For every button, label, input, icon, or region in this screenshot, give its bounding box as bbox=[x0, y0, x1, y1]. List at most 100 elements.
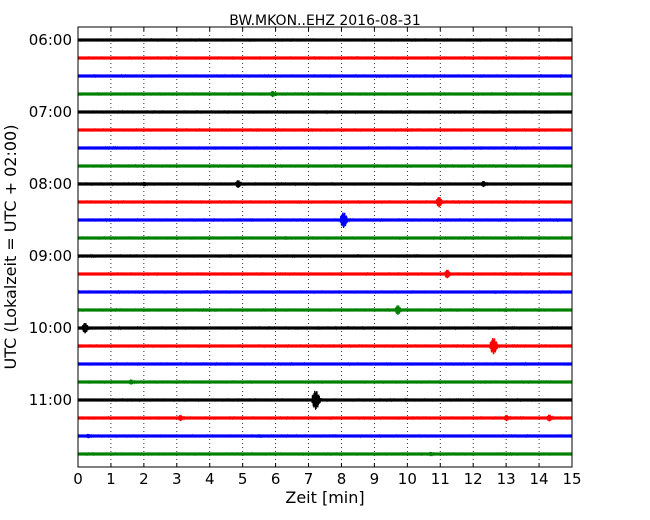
x-tick-label-3: 3 bbox=[172, 470, 182, 488]
plot-frame bbox=[77, 26, 573, 468]
trace-noise bbox=[77, 163, 573, 169]
chart-title: BW.MKON..EHZ 2016-08-31 bbox=[229, 13, 420, 29]
trace-0730 bbox=[77, 145, 573, 151]
trace-noise bbox=[77, 451, 573, 457]
trace-event-0 bbox=[311, 390, 325, 410]
trace-noise bbox=[77, 181, 573, 187]
trace-noise bbox=[77, 217, 573, 223]
trace-1115 bbox=[77, 414, 573, 422]
trace-0845 bbox=[77, 235, 573, 241]
x-tick-label-5: 5 bbox=[238, 470, 248, 488]
trace-0945 bbox=[77, 305, 573, 315]
trace-event-0 bbox=[128, 379, 137, 385]
trace-event-0 bbox=[177, 415, 187, 422]
grid-layer bbox=[110, 27, 540, 467]
trace-noise bbox=[77, 55, 573, 61]
trace-noise bbox=[77, 253, 573, 259]
trace-1100 bbox=[77, 390, 573, 410]
x-tick-label-2: 2 bbox=[139, 470, 149, 488]
x-axis-label: Zeit [min] bbox=[285, 488, 364, 507]
trace-event-0 bbox=[81, 322, 92, 334]
trace-0630 bbox=[77, 73, 573, 79]
y-axis-label: UTC (Lokalzeit = UTC + 02:00) bbox=[1, 125, 20, 370]
trace-noise bbox=[77, 73, 573, 79]
trace-noise bbox=[77, 289, 573, 295]
trace-event-0 bbox=[435, 196, 446, 208]
trace-band bbox=[78, 92, 572, 96]
x-tick-label-9: 9 bbox=[370, 470, 380, 488]
y-tick-label-1: 07:00 bbox=[29, 103, 72, 121]
trace-0900 bbox=[77, 253, 573, 259]
x-tick-label-11: 11 bbox=[431, 470, 450, 488]
trace-event-1 bbox=[503, 415, 513, 422]
trace-0615 bbox=[77, 55, 573, 61]
trace-1000 bbox=[77, 322, 573, 334]
trace-band bbox=[78, 218, 572, 222]
trace-event-1 bbox=[234, 180, 245, 188]
trace-event-1 bbox=[256, 434, 265, 439]
x-tick-label-10: 10 bbox=[398, 470, 417, 488]
trace-event-0 bbox=[85, 433, 94, 439]
trace-1030 bbox=[77, 361, 573, 367]
trace-event-0 bbox=[339, 212, 352, 228]
y-tick-label-2: 08:00 bbox=[29, 175, 72, 193]
trace-band bbox=[78, 38, 572, 42]
trace-noise bbox=[77, 433, 573, 439]
trace-0600 bbox=[77, 37, 573, 43]
trace-0745 bbox=[77, 163, 573, 169]
trace-noise bbox=[77, 109, 573, 115]
trace-noise bbox=[77, 361, 573, 367]
trace-1130 bbox=[77, 433, 573, 439]
y-tick-label-0: 06:00 bbox=[29, 31, 72, 49]
trace-0715 bbox=[77, 127, 573, 133]
x-tick-label-1: 1 bbox=[106, 470, 116, 488]
trace-event-2 bbox=[480, 181, 490, 188]
x-tick-label-6: 6 bbox=[271, 470, 281, 488]
trace-0815 bbox=[77, 196, 573, 208]
trace-event-0 bbox=[427, 451, 437, 457]
trace-layer bbox=[77, 37, 573, 457]
trace-noise bbox=[77, 37, 573, 43]
trace-0915 bbox=[77, 269, 573, 279]
trace-noise bbox=[77, 91, 573, 97]
trace-noise bbox=[77, 235, 573, 241]
trace-event-2 bbox=[546, 414, 556, 422]
trace-1015 bbox=[77, 338, 573, 355]
tick-layer: 0 1 2 3 4 5 6 7 8 9 10 11 12 13 14 1506:0007:0008:0009:… bbox=[29, 27, 582, 488]
trace-band bbox=[78, 290, 572, 294]
trace-noise bbox=[77, 343, 573, 349]
x-tick-label-15: 15 bbox=[562, 470, 581, 488]
trace-event-0 bbox=[141, 181, 150, 187]
trace-1145 bbox=[77, 451, 573, 457]
x-tick-label-8: 8 bbox=[337, 470, 347, 488]
trace-noise bbox=[77, 145, 573, 151]
trace-noise bbox=[77, 379, 573, 385]
y-tick-label-4: 10:00 bbox=[29, 319, 72, 337]
trace-event-0 bbox=[283, 236, 291, 241]
x-tick-label-7: 7 bbox=[304, 470, 314, 488]
trace-0645 bbox=[77, 91, 573, 98]
trace-noise bbox=[77, 271, 573, 277]
x-tick-label-0: 0 bbox=[73, 470, 83, 488]
trace-event-0 bbox=[444, 269, 454, 279]
trace-0930 bbox=[77, 289, 573, 295]
trace-event-0 bbox=[269, 91, 279, 98]
trace-event-0 bbox=[489, 338, 502, 355]
x-tick-label-13: 13 bbox=[497, 470, 516, 488]
trace-noise bbox=[77, 325, 573, 331]
trace-event-0 bbox=[394, 305, 405, 315]
trace-0700 bbox=[77, 109, 573, 115]
y-tick-label-5: 11:00 bbox=[29, 391, 72, 409]
y-tick-label-3: 09:00 bbox=[29, 247, 72, 265]
trace-0830 bbox=[77, 212, 573, 228]
trace-noise bbox=[77, 127, 573, 133]
trace-noise bbox=[77, 415, 573, 421]
trace-noise bbox=[77, 397, 573, 403]
trace-0800 bbox=[77, 180, 573, 188]
trace-band bbox=[78, 308, 572, 312]
trace-band bbox=[78, 146, 572, 150]
x-tick-label-12: 12 bbox=[464, 470, 483, 488]
trace-band bbox=[78, 128, 572, 132]
